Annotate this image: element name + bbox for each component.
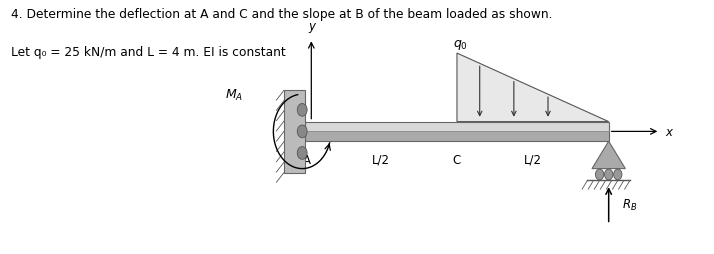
Text: Let q₀ = 25 kN/m and L = 4 m. EI is constant: Let q₀ = 25 kN/m and L = 4 m. EI is cons… (11, 46, 286, 59)
Text: B: B (608, 153, 617, 166)
Text: 4. Determine the deflection at A and C and the slope at B of the beam loaded as : 4. Determine the deflection at A and C a… (11, 8, 552, 21)
Circle shape (605, 169, 613, 180)
Text: L/2: L/2 (372, 153, 390, 166)
Text: $q_0$: $q_0$ (453, 38, 468, 52)
Text: x: x (665, 125, 672, 138)
Text: y: y (308, 20, 315, 33)
Text: $R_B$: $R_B$ (623, 197, 638, 212)
Text: $M_A$: $M_A$ (225, 87, 243, 102)
Circle shape (297, 104, 307, 117)
Circle shape (613, 169, 622, 180)
Circle shape (297, 147, 307, 160)
Polygon shape (284, 91, 306, 173)
Text: L/2: L/2 (524, 153, 542, 166)
Text: A: A (303, 153, 311, 166)
Circle shape (297, 125, 307, 138)
Circle shape (595, 169, 604, 180)
Polygon shape (592, 142, 625, 169)
Polygon shape (306, 122, 608, 132)
Polygon shape (457, 54, 608, 122)
Text: C: C (453, 153, 461, 166)
Polygon shape (306, 132, 608, 142)
